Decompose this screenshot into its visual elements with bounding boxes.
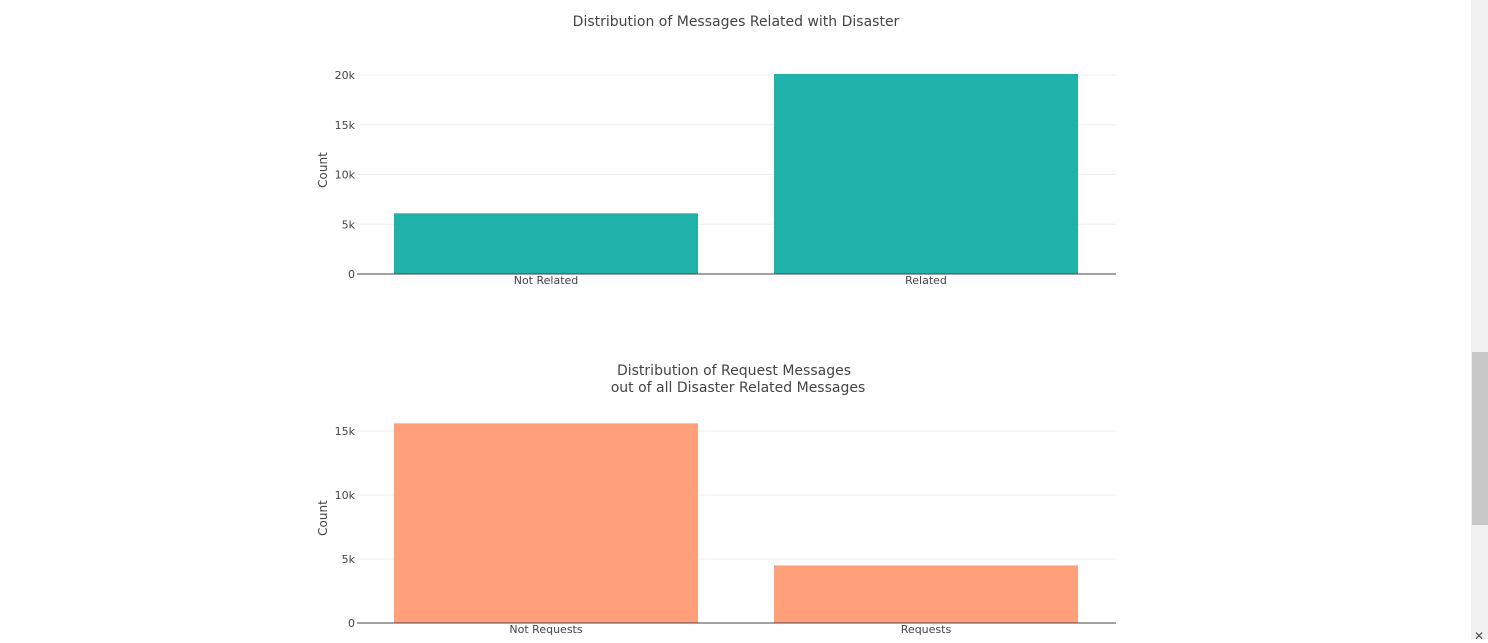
bars	[394, 423, 1078, 623]
y-tick-label: 0	[348, 268, 355, 281]
vertical-scrollbar[interactable]: ✕	[1471, 0, 1488, 643]
y-tick-label: 5k	[342, 553, 356, 566]
y-tick-label: 15k	[335, 425, 356, 438]
scroll-down-arrow-icon[interactable]: ✕	[1474, 629, 1485, 643]
bar-not-related[interactable]	[394, 213, 698, 274]
chart-title-line-1: Distribution of Messages Related with Di…	[573, 14, 900, 30]
bar-related[interactable]	[774, 74, 1078, 274]
y-tick-label: 15k	[335, 119, 356, 132]
bar-not-requests[interactable]	[394, 423, 698, 623]
y-tick-label: 10k	[335, 169, 356, 182]
x-tick-labels: Not Related Related	[514, 274, 947, 287]
chart-related: Distribution of Messages Related with Di…	[316, 14, 1116, 287]
x-tick-label: Related	[905, 274, 947, 287]
y-axis-label: Count	[316, 152, 330, 188]
chart-title-line-1: Distribution of Request Messages	[617, 363, 851, 379]
y-tick-labels: 0 5k 10k 15k 20k	[335, 69, 356, 281]
x-tick-labels: Not Requests Requests	[509, 623, 951, 636]
y-tick-label: 10k	[335, 489, 356, 502]
y-tick-label: 0	[348, 617, 355, 630]
bars	[394, 74, 1078, 274]
x-tick-label: Not Related	[514, 274, 579, 287]
chart-requests: Distribution of Request Messages out of …	[316, 363, 1116, 636]
x-tick-label: Not Requests	[509, 623, 582, 636]
bar-requests[interactable]	[774, 565, 1078, 623]
y-tick-label: 20k	[335, 69, 356, 82]
x-tick-label: Requests	[901, 623, 952, 636]
y-tick-labels: 0 5k 10k 15k	[335, 425, 356, 630]
y-axis-label: Count	[316, 500, 330, 536]
scrollbar-thumb[interactable]	[1472, 352, 1488, 525]
chart-title-line-2: out of all Disaster Related Messages	[611, 380, 866, 396]
y-tick-label: 5k	[342, 218, 356, 231]
